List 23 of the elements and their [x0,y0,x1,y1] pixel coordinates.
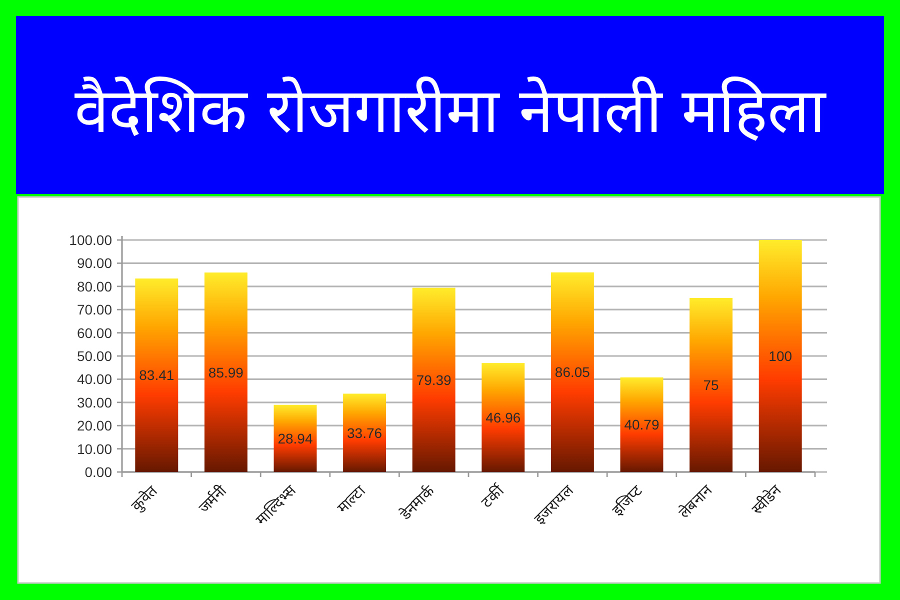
data-label: 46.96 [486,410,521,426]
y-tick-label: 0.00 [84,464,112,480]
data-label: 33.76 [347,424,382,441]
y-tick-label: 50.00 [76,348,112,364]
data-label: 86.05 [554,364,590,380]
y-tick-label: 100.00 [69,232,112,248]
title: वैदेशिक रोजगारीमा नेपाली महिला [74,74,826,147]
y-tick-label: 30.00 [76,394,112,410]
y-tick-label: 10.00 [76,440,112,457]
data-label: 85.99 [208,364,244,380]
data-label: 100 [768,348,792,364]
data-label: 79.39 [416,372,452,388]
y-tick-label: 90.00 [76,255,112,272]
y-tick-label: 60.00 [76,324,112,341]
data-label: 75 [703,377,720,393]
x-tick-label: टर्की [478,480,508,512]
data-label: 28.94 [278,430,313,446]
y-tick-label: 40.00 [76,371,112,388]
y-tick-label: 70.00 [76,302,112,318]
data-label: 40.79 [624,416,660,433]
y-tick-label: 20.00 [76,418,112,434]
y-tick-label: 80.00 [76,278,112,294]
data-label: 83.41 [139,367,174,384]
